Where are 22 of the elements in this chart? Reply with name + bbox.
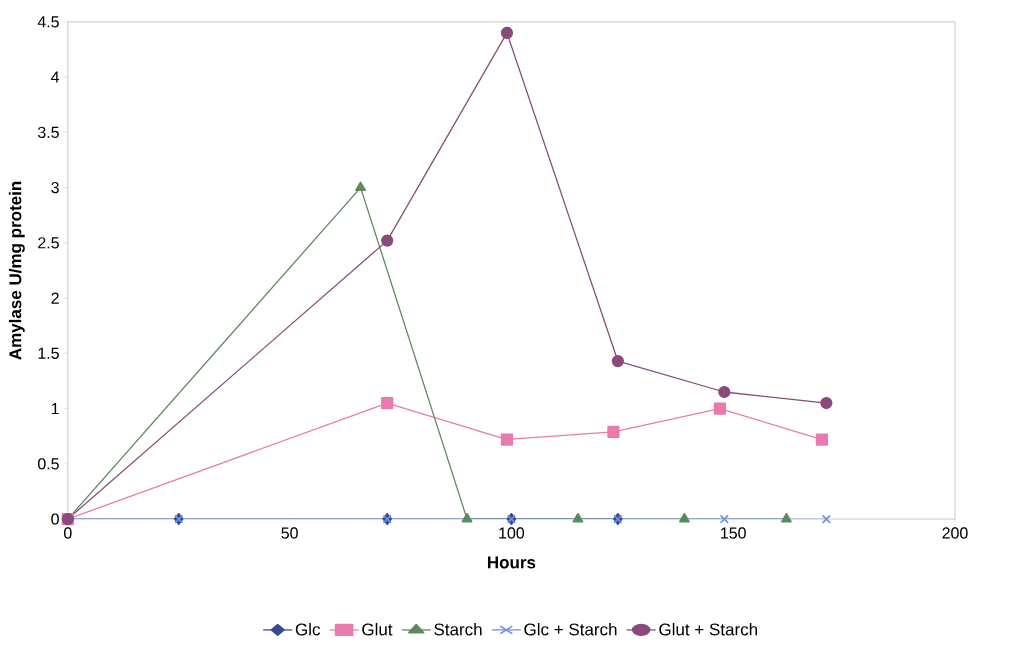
x-tick-label: 150: [721, 527, 746, 539]
legend-label: Glc + Starch: [524, 622, 617, 636]
y-tick-label: 2.5: [38, 236, 59, 249]
legend-label: Glut: [362, 622, 393, 636]
y-tick-label: 1: [51, 402, 59, 414]
x-tick-label: 200: [942, 527, 968, 539]
y-tick-label: 3.5: [37, 126, 59, 138]
x-tick-label: 50: [281, 527, 298, 539]
y-tick-label: 3: [51, 181, 59, 193]
legend-label: Glc: [295, 622, 321, 636]
y-tick-label: 4: [51, 71, 60, 83]
y-tick-label: 2: [51, 292, 59, 304]
y-axis-title: Amylase U/mg protein: [8, 181, 25, 360]
legend-label: Glut + Starch: [659, 622, 758, 636]
y-tick-label: 0: [51, 513, 59, 525]
legend-label: Starch: [434, 622, 482, 636]
x-tick-label: 100: [499, 527, 525, 539]
y-tick-label: 1.5: [38, 347, 59, 359]
y-tick-label: 4.5: [37, 16, 59, 28]
x-tick-label: 0: [64, 527, 72, 539]
y-tick-label: 0.5: [38, 457, 59, 470]
x-axis-title: Hours: [487, 556, 536, 569]
